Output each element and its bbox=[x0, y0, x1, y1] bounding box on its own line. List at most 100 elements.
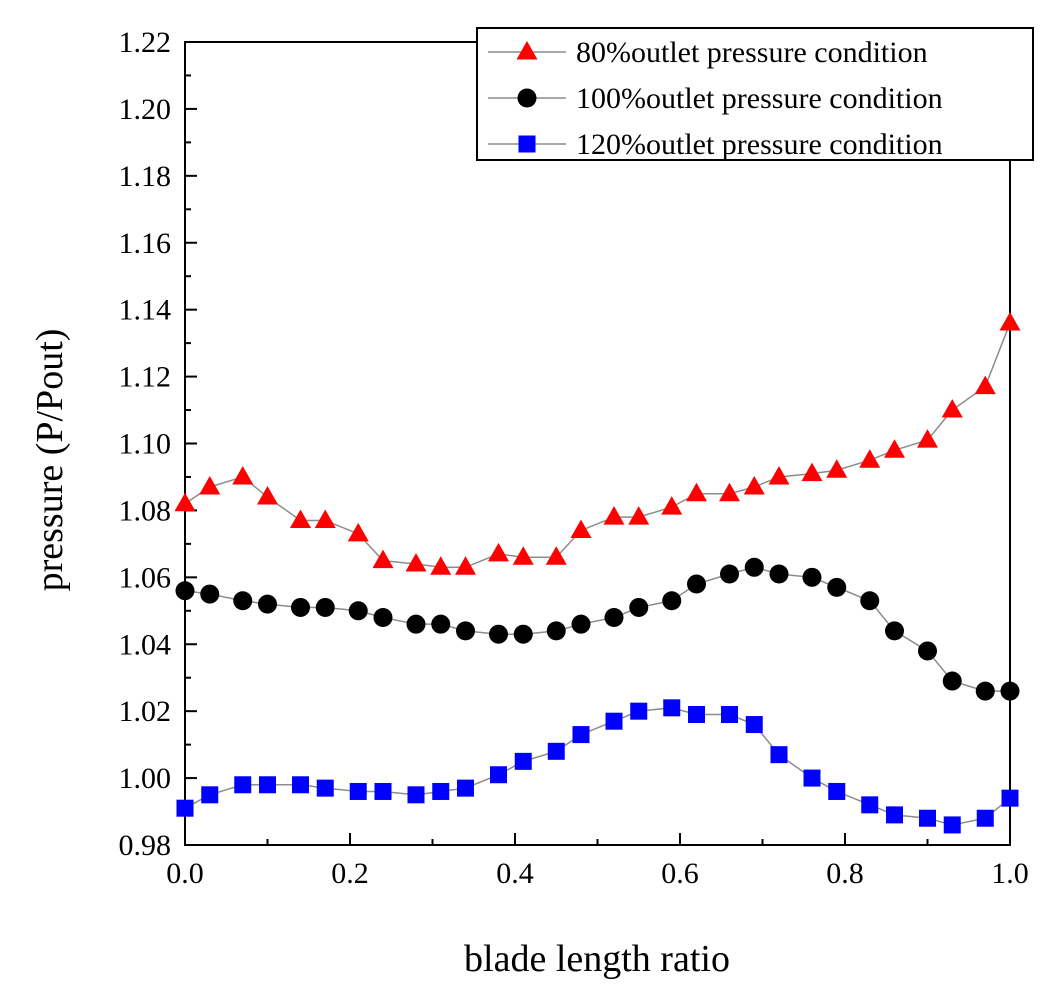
square-marker bbox=[259, 776, 276, 794]
triangle-marker bbox=[661, 496, 683, 515]
square-marker bbox=[432, 782, 450, 800]
triangle-marker bbox=[257, 486, 278, 505]
circle-marker bbox=[175, 581, 195, 601]
x-tick-label: 0.2 bbox=[331, 857, 369, 890]
triangle-marker bbox=[512, 546, 534, 565]
y-tick-label: 1.14 bbox=[119, 294, 172, 327]
square-marker bbox=[514, 752, 532, 770]
circle-marker bbox=[629, 597, 649, 617]
square-marker bbox=[490, 766, 507, 784]
circle-marker bbox=[233, 591, 253, 611]
circle-marker bbox=[885, 621, 904, 641]
triangle-marker bbox=[430, 556, 452, 575]
square-marker bbox=[721, 706, 738, 724]
y-tick-label: 1.18 bbox=[119, 160, 172, 193]
square-marker bbox=[407, 786, 425, 804]
square-marker bbox=[886, 806, 903, 824]
circle-marker bbox=[546, 621, 566, 641]
square-marker bbox=[1001, 789, 1019, 807]
legend-label: 80%outlet pressure condition bbox=[576, 36, 928, 69]
circle-marker bbox=[258, 594, 277, 614]
y-tick-label: 1.22 bbox=[119, 26, 172, 59]
circle-marker bbox=[1000, 681, 1020, 701]
square-marker bbox=[457, 779, 474, 797]
circle-marker bbox=[431, 614, 451, 634]
legend-box bbox=[476, 27, 1034, 161]
square-marker bbox=[770, 746, 788, 764]
series-1 bbox=[174, 312, 1021, 575]
square-marker bbox=[919, 809, 936, 827]
square-marker bbox=[374, 782, 392, 800]
square-marker bbox=[688, 706, 705, 724]
square-marker bbox=[201, 786, 219, 804]
square-marker bbox=[630, 702, 648, 720]
triangle-marker bbox=[686, 482, 707, 502]
circle-marker bbox=[942, 671, 962, 691]
triangle-marker bbox=[405, 552, 427, 572]
triangle-marker bbox=[628, 506, 650, 525]
square-marker bbox=[861, 796, 879, 814]
y-axis-title: pressure (P/Pout) bbox=[29, 329, 71, 592]
circle-marker bbox=[348, 601, 368, 621]
legend-square-marker bbox=[518, 135, 536, 153]
triangle-marker bbox=[974, 375, 996, 395]
y-tick-label: 1.10 bbox=[119, 428, 172, 461]
y-tick-label: 1.00 bbox=[119, 762, 172, 795]
triangle-marker bbox=[174, 492, 196, 512]
legend-label: 100%outlet pressure condition bbox=[576, 82, 943, 115]
triangle-marker bbox=[826, 459, 848, 478]
square-marker bbox=[605, 712, 623, 730]
legend-item: 80%outlet pressure condition bbox=[488, 36, 928, 69]
triangle-marker bbox=[801, 462, 823, 482]
circle-marker bbox=[291, 597, 310, 617]
legend-item: 100%outlet pressure condition bbox=[488, 82, 943, 115]
series-2 bbox=[175, 557, 1020, 701]
circle-marker bbox=[513, 624, 533, 644]
triangle-marker bbox=[372, 549, 394, 569]
circle-marker bbox=[827, 577, 847, 597]
circle-marker bbox=[802, 567, 822, 587]
axes: 0.0 0.2 0.4 0.6 0.8 1.0 0.98 1.00 1.02 1.04 1.06 1.… bbox=[119, 26, 1029, 890]
y-tick-label: 1.20 bbox=[119, 93, 172, 126]
circle-marker bbox=[975, 681, 995, 701]
triangle-marker bbox=[314, 509, 336, 528]
plot-frame bbox=[184, 41, 1011, 846]
series-layer bbox=[174, 312, 1021, 834]
circle-marker bbox=[456, 621, 475, 641]
square-marker bbox=[976, 809, 994, 827]
square-marker bbox=[349, 782, 367, 800]
triangle-marker bbox=[488, 542, 509, 562]
x-tick-label: 1.0 bbox=[991, 857, 1029, 890]
square-marker bbox=[745, 716, 763, 734]
square-marker bbox=[803, 769, 821, 787]
triangle-marker bbox=[290, 509, 311, 528]
circle-marker bbox=[769, 564, 789, 584]
y-tick-label: 1.08 bbox=[119, 494, 172, 527]
circle-marker bbox=[373, 607, 393, 627]
circle-marker bbox=[315, 597, 335, 617]
square-marker bbox=[943, 816, 961, 834]
circle-marker bbox=[687, 574, 706, 594]
circle-marker bbox=[200, 584, 220, 604]
y-tick-label: 0.98 bbox=[119, 829, 172, 862]
triangle-marker bbox=[455, 556, 476, 575]
x-tick-label: 0.8 bbox=[826, 857, 864, 890]
triangle-marker bbox=[603, 506, 625, 525]
triangle-marker bbox=[719, 482, 740, 502]
circle-marker bbox=[662, 591, 682, 611]
legend-item: 120%outlet pressure condition bbox=[488, 128, 943, 161]
y-tick-label: 1.02 bbox=[119, 695, 172, 728]
y-tick-label: 1.16 bbox=[119, 227, 172, 260]
triangle-marker bbox=[999, 312, 1021, 331]
circle-marker bbox=[918, 641, 937, 661]
triangle-marker bbox=[859, 449, 881, 468]
square-marker bbox=[547, 742, 565, 760]
triangle-marker bbox=[347, 522, 369, 542]
triangle-marker bbox=[884, 439, 905, 458]
triangle-marker bbox=[941, 399, 963, 418]
circle-marker bbox=[860, 591, 880, 611]
triangle-marker bbox=[199, 475, 221, 495]
triangle-marker bbox=[232, 465, 254, 485]
